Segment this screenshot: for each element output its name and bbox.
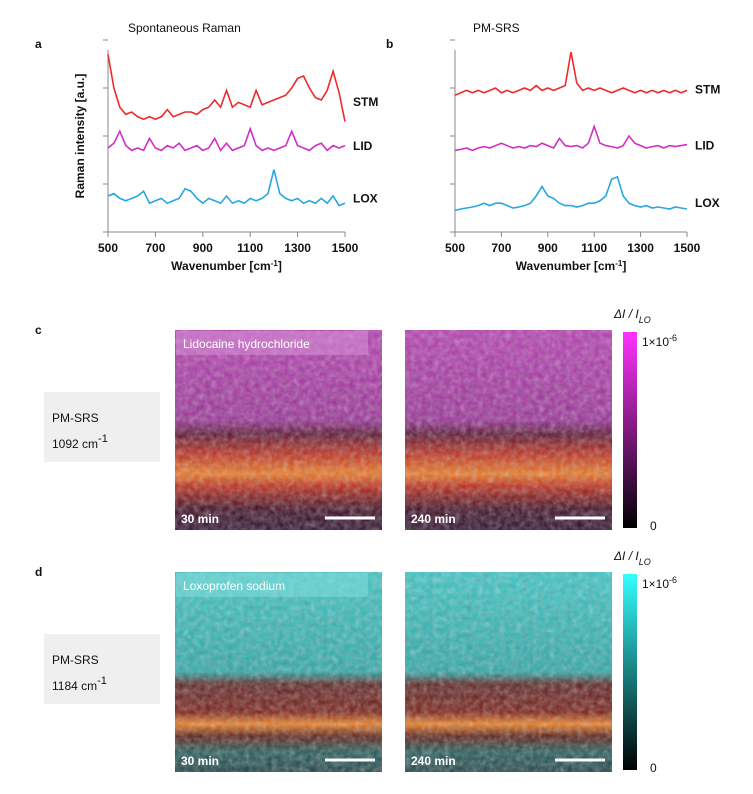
spectrum-line — [454, 51, 688, 96]
panel-label: d — [35, 565, 42, 579]
text-part: -1 — [615, 259, 623, 268]
chart-title: PM-SRS — [473, 21, 520, 35]
text-part: ] — [278, 259, 282, 273]
text-part: ΔI / I — [613, 307, 639, 321]
time-label: 30 min — [181, 512, 219, 526]
series-label: LID — [353, 139, 373, 153]
spectrum-line — [454, 175, 688, 212]
text-part: -6 — [669, 333, 677, 343]
time-label: 30 min — [181, 754, 219, 768]
colorbar-min: 0 — [650, 761, 657, 775]
colorbar-title: ΔI / ILO — [613, 549, 651, 567]
box-line: 1184 cm-1 — [52, 675, 107, 693]
colorbar-title: ΔI / ILO — [613, 307, 651, 325]
spectrum-line — [107, 169, 346, 207]
time-label: 240 min — [411, 754, 456, 768]
text-part: -1 — [271, 259, 279, 268]
x-tick-label: 1300 — [284, 241, 311, 255]
spectrum-line — [107, 54, 346, 122]
x-tick-label: 1100 — [237, 241, 263, 255]
colorbar-max: 1×10-6 — [642, 575, 677, 591]
box-line: 1092 cm-1 — [52, 433, 108, 451]
text-part: LO — [639, 315, 651, 325]
image-texture — [175, 330, 382, 530]
text-part: 1×10 — [642, 335, 669, 349]
x-tick-label: 1300 — [627, 241, 654, 255]
x-axis-label: Wavenumber [cm-1] — [516, 259, 627, 274]
x-tick-label: 900 — [538, 241, 558, 255]
text-part: ΔI / I — [613, 549, 639, 563]
title-box — [176, 573, 368, 597]
series-label: LOX — [695, 196, 720, 210]
text-part: Wavenumber [cm — [516, 259, 616, 273]
box-line: PM-SRS — [52, 653, 99, 667]
series-label: LID — [695, 138, 715, 152]
text-part: 1184 cm — [52, 679, 97, 693]
image-title: Lidocaine hydrochloride — [183, 337, 310, 351]
label-box — [44, 634, 160, 704]
colorbar-min: 0 — [650, 519, 657, 533]
colorbar-max: 1×10-6 — [642, 333, 677, 349]
text-part: ] — [622, 259, 626, 273]
chart-title: Spontaneous Raman — [128, 21, 241, 35]
time-label: 240 min — [411, 512, 456, 526]
spectrum-line — [107, 126, 346, 152]
label-box — [44, 392, 160, 462]
title-box — [176, 331, 368, 355]
text-part: -1 — [98, 433, 108, 445]
x-tick-label: 1100 — [581, 241, 607, 255]
text-part: -6 — [669, 575, 677, 585]
series-label: LOX — [353, 191, 378, 205]
panel-label: a — [35, 37, 42, 51]
panel-label: c — [35, 323, 42, 337]
text-part: 1×10 — [642, 577, 669, 591]
series-label: STM — [695, 82, 720, 96]
x-tick-label: 900 — [193, 241, 213, 255]
image-texture — [405, 572, 612, 772]
x-tick-label: 700 — [491, 241, 511, 255]
x-tick-label: 1500 — [674, 241, 701, 255]
x-tick-label: 700 — [145, 241, 165, 255]
x-tick-label: 500 — [98, 241, 118, 255]
series-label: STM — [353, 95, 378, 109]
colorbar — [623, 574, 637, 770]
spectrum-line — [454, 123, 688, 152]
colorbar — [623, 332, 637, 528]
text-part: -1 — [97, 675, 107, 687]
image-title: Loxoprofen sodium — [183, 579, 285, 593]
image-texture — [175, 572, 382, 772]
x-tick-label: 1500 — [332, 241, 359, 255]
text-part: LO — [639, 557, 651, 567]
y-axis-label: Raman intensity [a.u.] — [73, 74, 87, 199]
image-texture — [405, 330, 612, 530]
text-part: 1092 cm — [52, 437, 98, 451]
x-tick-label: 500 — [445, 241, 465, 255]
panel-label: b — [386, 37, 393, 51]
box-line: PM-SRS — [52, 411, 99, 425]
text-part: Wavenumber [cm — [171, 259, 271, 273]
x-axis-label: Wavenumber [cm-1] — [171, 259, 282, 274]
